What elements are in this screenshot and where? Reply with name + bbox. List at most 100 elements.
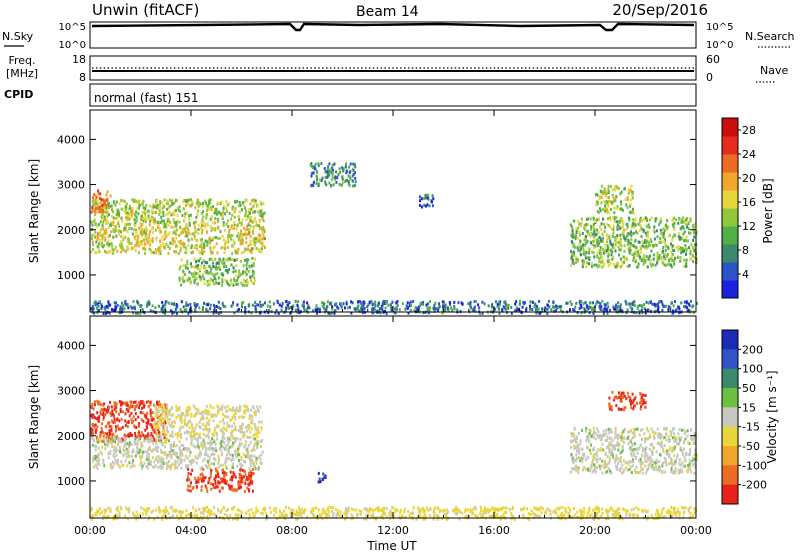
power-echo-cell bbox=[261, 217, 264, 221]
velocity-echo-cell bbox=[161, 410, 164, 414]
velocity-echo-cell bbox=[260, 444, 262, 448]
power-echo-cell bbox=[125, 207, 128, 211]
power-echo-cell bbox=[330, 184, 333, 188]
power-echo-cell bbox=[177, 240, 180, 244]
power-echo-cell bbox=[444, 303, 447, 307]
velocity-echo-cell bbox=[166, 464, 169, 468]
velocity-echo-cell bbox=[186, 430, 189, 434]
velocity-echo-cell bbox=[131, 455, 133, 458]
power-echo-cell bbox=[252, 220, 254, 224]
velocity-echo-cell bbox=[197, 478, 200, 482]
velocity-echo-cell bbox=[253, 448, 256, 452]
velocity-echo-cell bbox=[166, 466, 168, 470]
power-echo-cell bbox=[202, 215, 205, 219]
power-echo-cell bbox=[141, 217, 144, 220]
power-echo-cell bbox=[236, 200, 239, 204]
velocity-echo-cell bbox=[655, 450, 658, 454]
velocity-echo-cell bbox=[128, 434, 130, 438]
power-echo-cell bbox=[235, 282, 238, 286]
power-echo-cell bbox=[599, 260, 602, 264]
power-echo-cell bbox=[96, 202, 99, 206]
velocity-echo-cell bbox=[208, 458, 211, 462]
power-echo-cell bbox=[687, 302, 690, 306]
power-echo-cell bbox=[164, 237, 166, 241]
power-echo-cell bbox=[233, 215, 236, 219]
velocity-echo-cell bbox=[317, 480, 320, 484]
power-echo-cell bbox=[647, 308, 650, 312]
power-echo-cell bbox=[236, 309, 239, 313]
power-echo-cell bbox=[581, 265, 584, 269]
power-echo-cell bbox=[646, 265, 649, 269]
power-echo-cell bbox=[194, 206, 197, 210]
power-echo-cell bbox=[322, 302, 325, 306]
power-echo-cell bbox=[215, 267, 218, 271]
power-echo-cell bbox=[326, 304, 329, 308]
power-echo-cell bbox=[591, 250, 594, 254]
power-echo-cell bbox=[610, 242, 612, 246]
power-echo-cell bbox=[635, 253, 638, 257]
power-echo-cell bbox=[190, 265, 193, 269]
power-echo-cell bbox=[659, 237, 662, 241]
power-echo-cell bbox=[678, 245, 681, 249]
velocity-echo-cell bbox=[147, 400, 150, 404]
velocity-echo-cell bbox=[140, 466, 143, 470]
power-echo-cell bbox=[90, 250, 93, 254]
power-echo-cell bbox=[594, 233, 597, 237]
velocity-echo-cell bbox=[199, 473, 202, 477]
power-echo-cell bbox=[97, 189, 100, 193]
velocity-echo-cell bbox=[156, 459, 159, 463]
velocity-echo-cell bbox=[227, 483, 230, 487]
velocity-echo-cell bbox=[208, 463, 211, 467]
power-echo-cell bbox=[96, 238, 99, 242]
power-echo-cell bbox=[234, 279, 237, 283]
power-echo-cell bbox=[260, 202, 263, 206]
power-echo-cell bbox=[618, 248, 621, 252]
power-echo-cell bbox=[99, 230, 102, 234]
power-echo-cell bbox=[170, 302, 173, 306]
velocity-echo-cell bbox=[171, 449, 174, 453]
power-echo-cell bbox=[615, 236, 618, 240]
velocity-echo-cell bbox=[160, 416, 163, 420]
power-echo-cell bbox=[130, 215, 133, 219]
velocity-echo-cell bbox=[165, 437, 168, 440]
power-colorbar-tick: 4 bbox=[742, 268, 749, 281]
velocity-echo-cell bbox=[651, 464, 654, 467]
velocity-echo-cell bbox=[194, 426, 197, 430]
velocity-echo-cell bbox=[95, 455, 98, 459]
velocity-echo-cell bbox=[258, 455, 261, 459]
velocity-echo-cell bbox=[97, 418, 100, 422]
velocity-echo-cell bbox=[149, 463, 152, 467]
power-echo-cell bbox=[203, 282, 206, 286]
velocity-echo-cell bbox=[233, 437, 236, 441]
power-echo-cell bbox=[609, 207, 612, 211]
power-echo-cell bbox=[449, 301, 451, 305]
power-echo-cell bbox=[571, 254, 573, 258]
power-echo-cell bbox=[663, 239, 666, 243]
velocity-echo-cell bbox=[124, 438, 127, 442]
power-echo-cell bbox=[686, 225, 689, 229]
power-echo-cell bbox=[356, 306, 359, 310]
velocity-echo-cell bbox=[672, 470, 675, 474]
power-echo-cell bbox=[574, 305, 577, 309]
velocity-echo-cell bbox=[243, 404, 246, 408]
power-echo-cell bbox=[178, 233, 181, 237]
power-echo-cell bbox=[209, 224, 212, 228]
velocity-echo-cell bbox=[602, 464, 605, 468]
power-echo-cell bbox=[228, 256, 231, 260]
power-echo-cell bbox=[684, 305, 687, 309]
power-echo-cell bbox=[599, 237, 602, 241]
velocity-echo-cell bbox=[94, 457, 97, 461]
power-echo-cell bbox=[630, 226, 633, 230]
power-echo-cell bbox=[146, 210, 149, 214]
power-echo-cell bbox=[423, 196, 426, 200]
power-echo-cell bbox=[213, 274, 216, 278]
power-echo-cell bbox=[203, 266, 206, 269]
power-echo-cell bbox=[217, 300, 220, 304]
velocity-echo-cell bbox=[159, 439, 162, 443]
velocity-echo-cell bbox=[160, 404, 163, 408]
power-echo-cell bbox=[240, 223, 243, 227]
velocity-echo-cell bbox=[237, 486, 240, 490]
power-echo-cell bbox=[607, 188, 610, 192]
power-echo-cell bbox=[589, 217, 592, 221]
power-echo-cell bbox=[420, 205, 423, 209]
